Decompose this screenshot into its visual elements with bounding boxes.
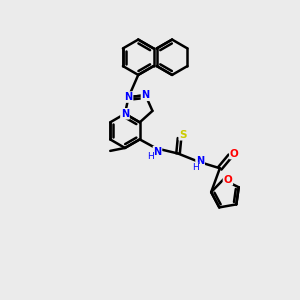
Text: N: N <box>121 109 129 119</box>
Text: N: N <box>124 92 133 102</box>
Text: S: S <box>179 130 187 140</box>
Text: O: O <box>230 148 239 158</box>
Text: H: H <box>192 163 199 172</box>
Text: H: H <box>147 152 154 161</box>
Text: N: N <box>196 156 204 166</box>
Text: N: N <box>153 147 161 157</box>
Text: O: O <box>224 175 232 185</box>
Text: N: N <box>141 90 150 100</box>
